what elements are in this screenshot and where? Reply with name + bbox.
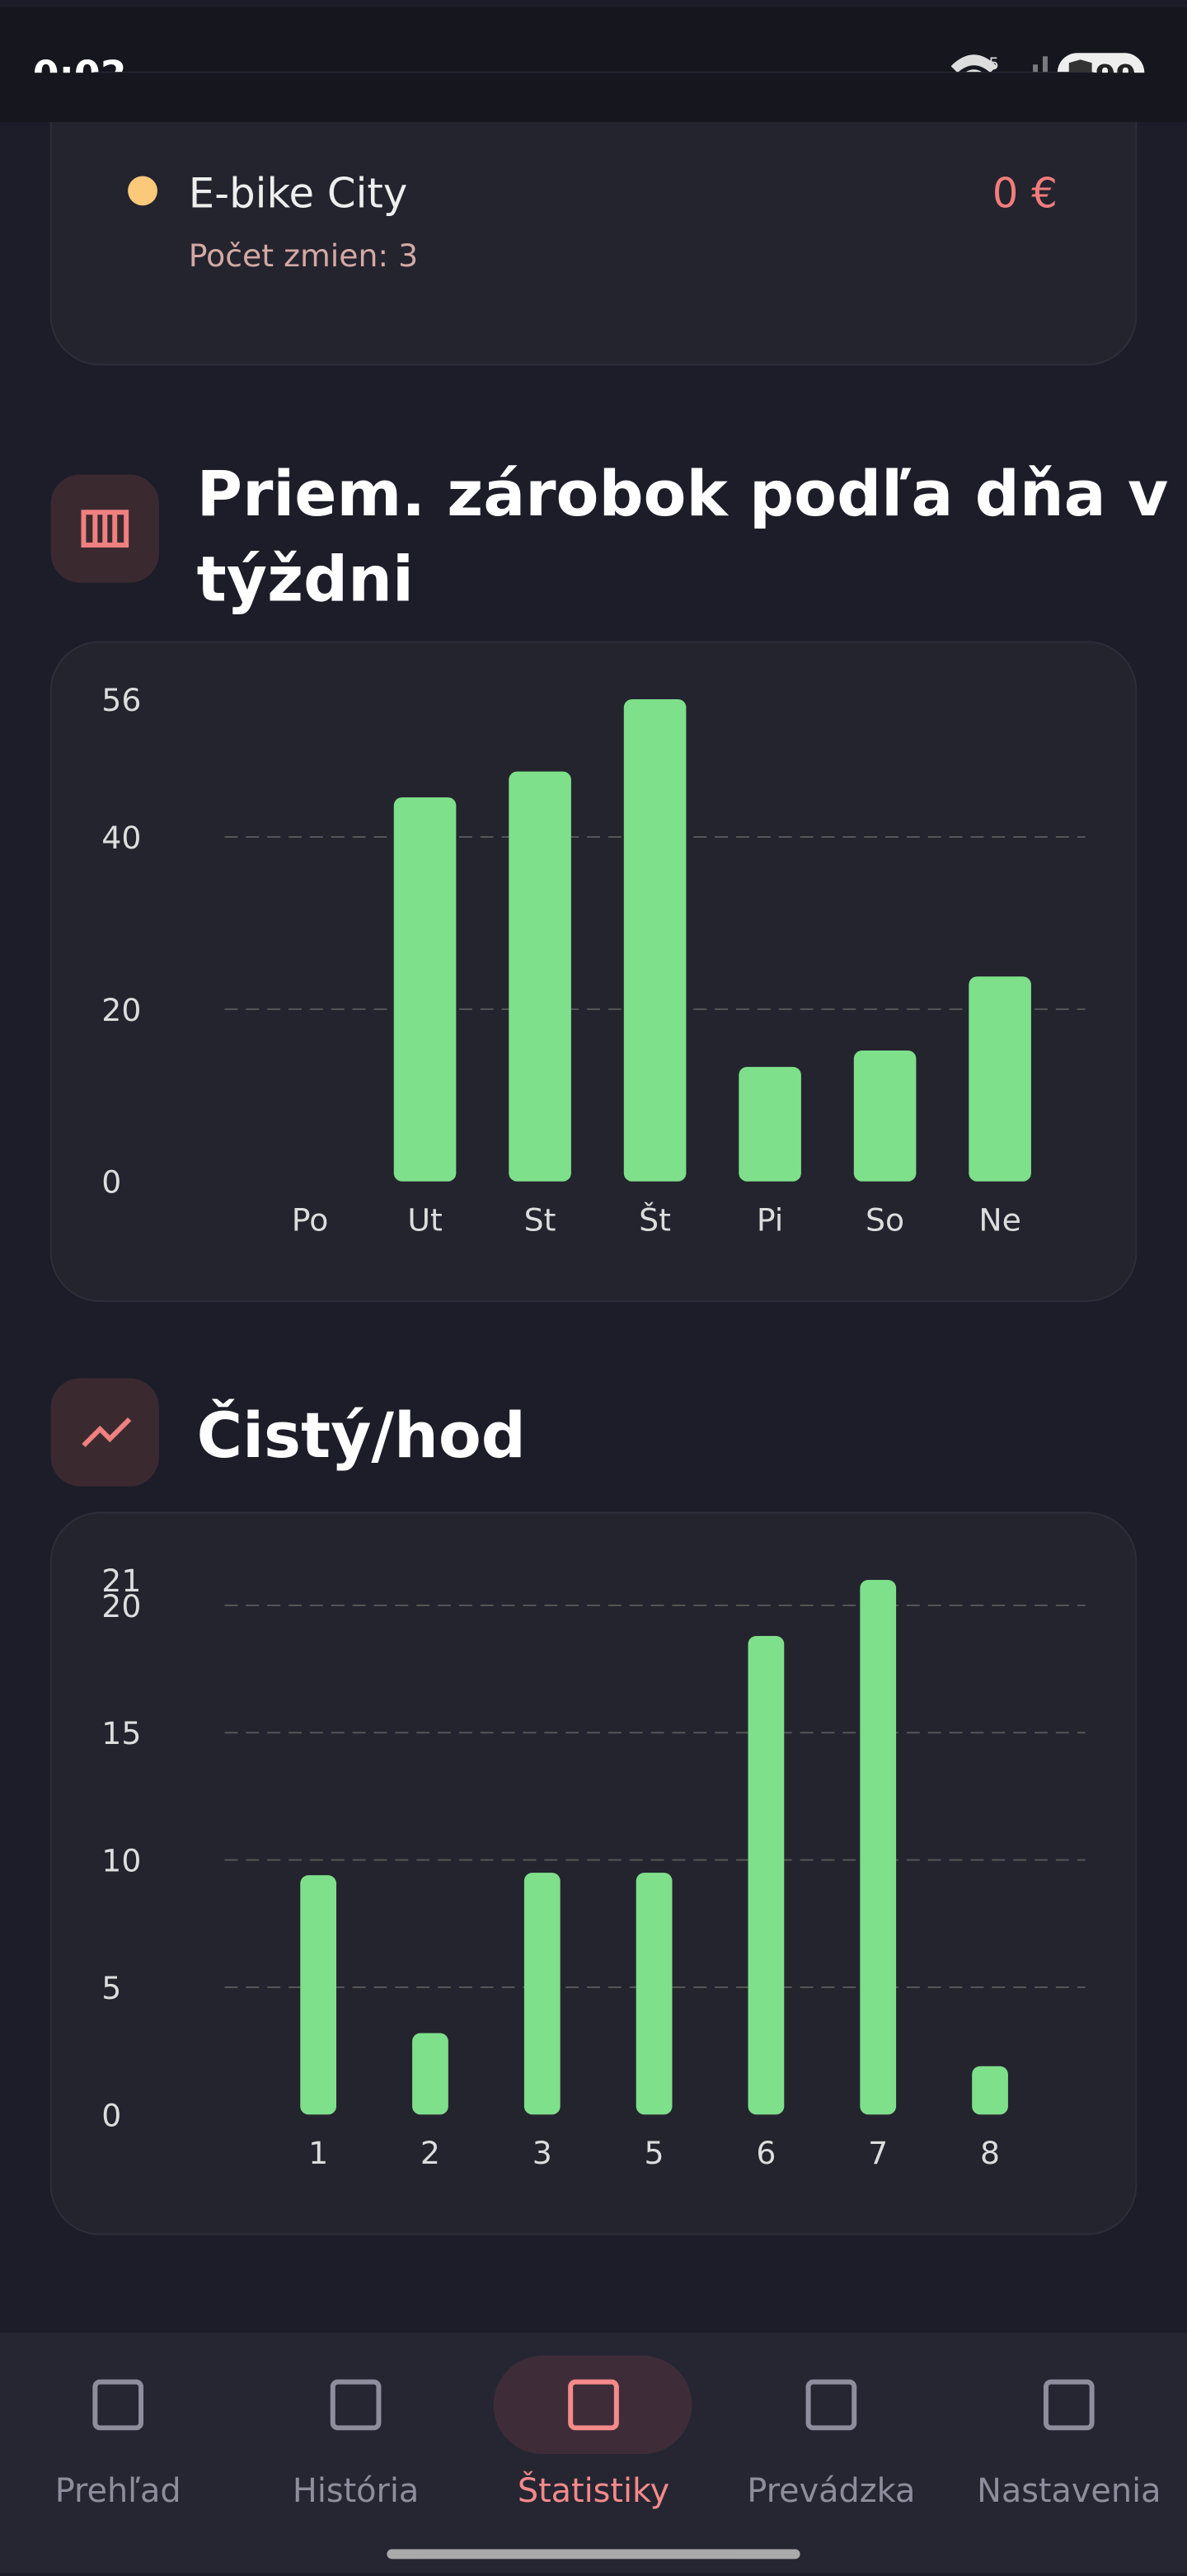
chart-card: [49, 641, 1138, 1302]
chart-icon: [50, 474, 159, 583]
card-shifts: Počet zmien: 3: [189, 237, 419, 274]
bar: [636, 1873, 673, 2115]
nav-icon: [330, 2379, 382, 2431]
card-amount: 0 €: [992, 169, 1058, 217]
x-tick-label: 1: [308, 2135, 328, 2171]
bar: [748, 1635, 785, 2115]
x-tick-label: Št: [639, 1201, 671, 1238]
y-tick-label: 20: [101, 1588, 141, 1624]
bar: [972, 2066, 1008, 2115]
x-tick-label: So: [866, 1201, 904, 1238]
chart-card: [49, 1511, 1138, 2235]
x-tick-label: 2: [420, 2135, 440, 2171]
chart-icon: [50, 1378, 159, 1487]
bar: [860, 1580, 897, 2115]
nav-icon: [92, 2379, 144, 2431]
y-tick-label: 5: [101, 1970, 121, 2006]
y-tick-label: 56: [101, 682, 141, 718]
nav-label[interactable]: Štatistiky: [518, 2471, 669, 2510]
y-tick-label: 20: [101, 992, 141, 1028]
bar: [509, 771, 571, 1182]
x-tick-label: 5: [645, 2135, 664, 2171]
y-tick-label: 15: [101, 1715, 141, 1751]
x-tick-label: St: [524, 1201, 556, 1238]
nav-active-bg: [493, 2355, 692, 2455]
y-tick-label: 0: [101, 2097, 121, 2133]
nav-label[interactable]: Prevádzka: [747, 2472, 915, 2510]
dot: [128, 176, 157, 206]
bar: [623, 698, 687, 1182]
y-tick-label: 0: [101, 1164, 121, 1201]
card-name: E-bike City: [189, 169, 408, 217]
x-tick-label: 6: [756, 2135, 776, 2171]
nav-label[interactable]: Prehľad: [55, 2472, 181, 2510]
nav-icon: [1043, 2379, 1095, 2431]
bar: [739, 1066, 801, 1182]
signal: 5: [988, 54, 999, 73]
y-tick-label: 40: [101, 820, 141, 856]
nav-icon: [568, 2379, 619, 2431]
bar: [412, 2033, 448, 2115]
x-tick-label: Ut: [407, 1201, 442, 1238]
bar: [300, 1875, 337, 2115]
section-title: Priem. zárobok podľa dňa v týždni: [197, 458, 1169, 615]
nav-label[interactable]: História: [293, 2472, 419, 2510]
bar: [969, 976, 1031, 1182]
nav-label[interactable]: Nastavenia: [977, 2472, 1161, 2510]
x-tick-label: Pi: [757, 1201, 783, 1238]
x-tick-label: 8: [980, 2135, 1000, 2171]
x-tick-label: 7: [868, 2135, 888, 2171]
x-tick-label: Ne: [978, 1201, 1021, 1238]
bar: [523, 1873, 561, 2115]
bar: [853, 1050, 917, 1182]
x-tick-label: 3: [533, 2135, 552, 2171]
home-indicator: [387, 2549, 800, 2560]
nav-icon: [805, 2379, 857, 2431]
section-title: Čistý/hod: [197, 1399, 526, 1472]
y-tick-label: 21: [101, 1563, 141, 1599]
y-tick-label: 10: [101, 1843, 141, 1879]
x-tick-label: Po: [292, 1201, 329, 1238]
bar: [393, 797, 457, 1182]
